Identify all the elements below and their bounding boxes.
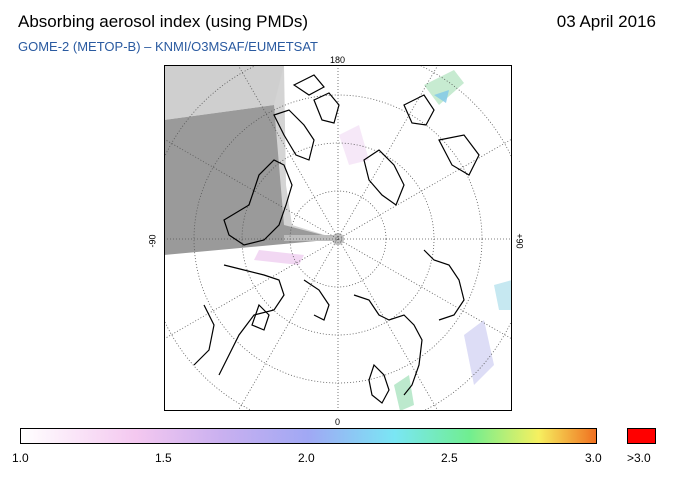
map-date: 03 April 2016 xyxy=(556,12,656,31)
map-title: Absorbing aerosol index (using PMDs) xyxy=(18,12,309,31)
aerosol-patch-7 xyxy=(494,280,512,310)
aerosol-patch-6 xyxy=(254,250,304,265)
colorbar-tick-5: 3.0 xyxy=(585,451,602,465)
night-region xyxy=(164,105,338,255)
colorbar-tick-2: 1.5 xyxy=(155,451,172,465)
aerosol-patch-4 xyxy=(394,375,414,411)
colorbar-overflow-swatch xyxy=(627,428,656,444)
lon-label-bottom: 0 xyxy=(335,417,341,427)
aerosol-patch-2 xyxy=(434,90,449,103)
colorbar-tick-1: 1.0 xyxy=(12,451,29,465)
lon-label-left: -90 xyxy=(147,234,158,248)
graticule xyxy=(164,65,512,411)
colorbar-tick-3: 2.0 xyxy=(298,451,315,465)
colorbar xyxy=(20,428,597,444)
map-subtitle: GOME-2 (METOP-B) – KNMI/O3MSAF/EUMETSAT xyxy=(18,39,318,54)
aerosol-patch-3 xyxy=(464,320,494,385)
map-frame xyxy=(164,65,512,411)
aerosol-patch-1 xyxy=(424,70,464,105)
no-data-upper xyxy=(164,65,284,120)
lon-label-top: 180 xyxy=(330,55,346,65)
colorbar-tick-4: 2.5 xyxy=(441,451,458,465)
lon-label-right: +90 xyxy=(514,233,525,249)
coastlines xyxy=(193,74,480,404)
colorbar-overflow-label: >3.0 xyxy=(627,451,651,465)
polar-map xyxy=(164,65,512,411)
pole-strip xyxy=(284,235,338,241)
aerosol-patch-5 xyxy=(339,125,369,165)
